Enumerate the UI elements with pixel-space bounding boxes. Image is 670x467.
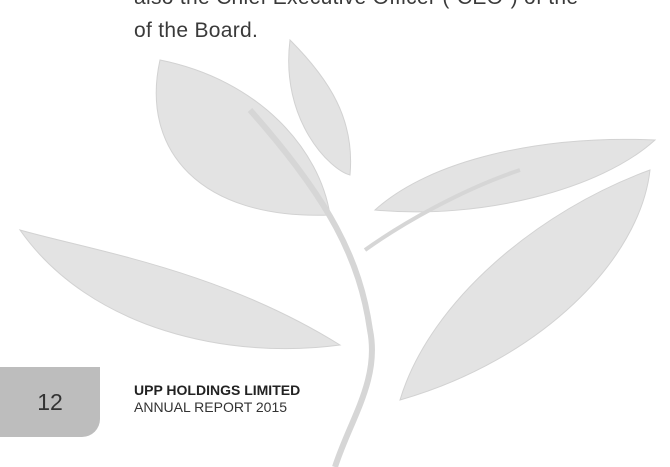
company-name: UPP HOLDINGS LIMITED — [134, 382, 300, 398]
page-number: 12 — [0, 367, 100, 437]
leaf-illustration — [0, 0, 670, 467]
page: {"body": {"lines": ["also the Chief Exec… — [0, 0, 670, 467]
document-page: also the Chief Executive Officer (“CEO”)… — [0, 0, 670, 467]
leaf — [20, 230, 340, 349]
report-title: ANNUAL REPORT 2015 — [134, 399, 287, 415]
body-text: of the Board. — [134, 19, 258, 43]
body-text: also the Chief Executive Officer (“CEO”)… — [134, 0, 578, 10]
